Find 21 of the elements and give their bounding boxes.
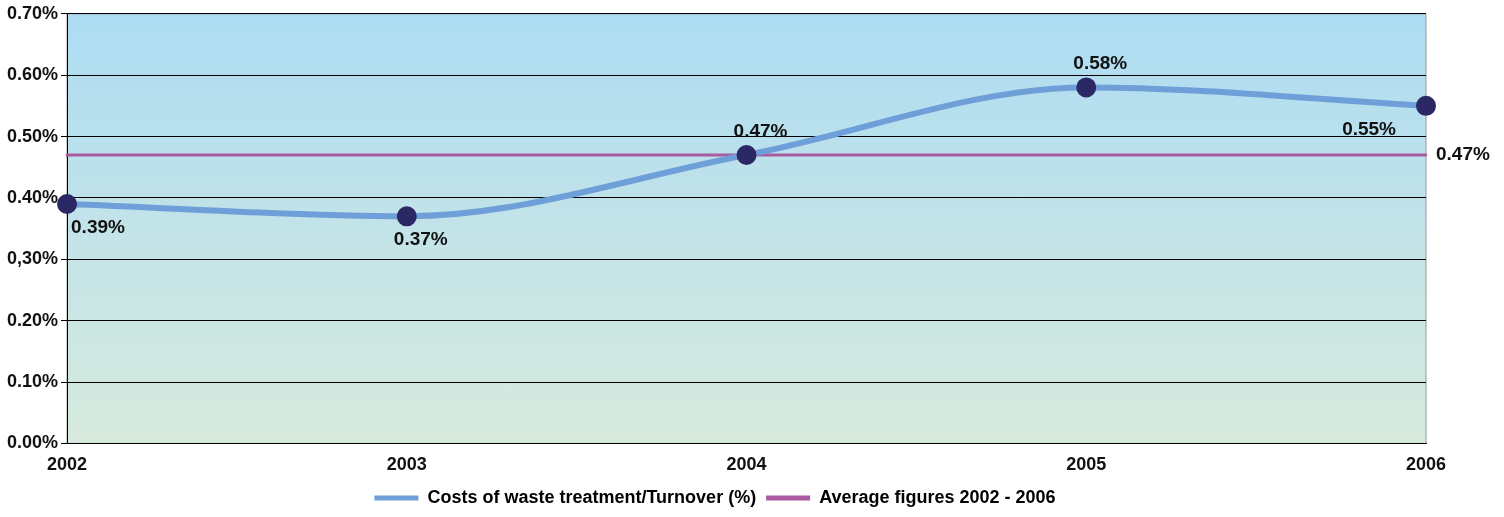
y-tick-label: 0.40% — [6, 186, 59, 207]
data-label: 0.39% — [71, 215, 126, 237]
y-tick-label: 0.10% — [6, 371, 59, 391]
y-tick-label: 0.00% — [6, 432, 59, 453]
data-label: 0.47% — [733, 119, 788, 141]
x-tick-label: 2004 — [726, 454, 767, 475]
y-tick-label: 0.70% — [6, 2, 59, 23]
y-tick-label: 0.20% — [6, 309, 59, 330]
y-tick-label: 0.60% — [6, 64, 59, 85]
legend-label: Average figures 2002 - 2006 — [819, 486, 1056, 507]
data-label: 0.47% — [1436, 143, 1490, 165]
y-tick-label: 0.50% — [6, 125, 59, 146]
data-label: 0.58% — [1073, 52, 1128, 74]
data-label: 0.37% — [393, 228, 448, 250]
x-tick-label: 2002 — [47, 454, 88, 475]
x-tick-label: 2003 — [386, 454, 427, 475]
x-tick-label: 2005 — [1066, 454, 1107, 475]
y-tick-label: 0,30% — [6, 248, 59, 269]
data-label: 0.55% — [1342, 117, 1397, 139]
x-tick-label: 2006 — [1405, 454, 1447, 475]
legend-label: Costs of waste treatment/Turnover (%) — [427, 486, 757, 507]
